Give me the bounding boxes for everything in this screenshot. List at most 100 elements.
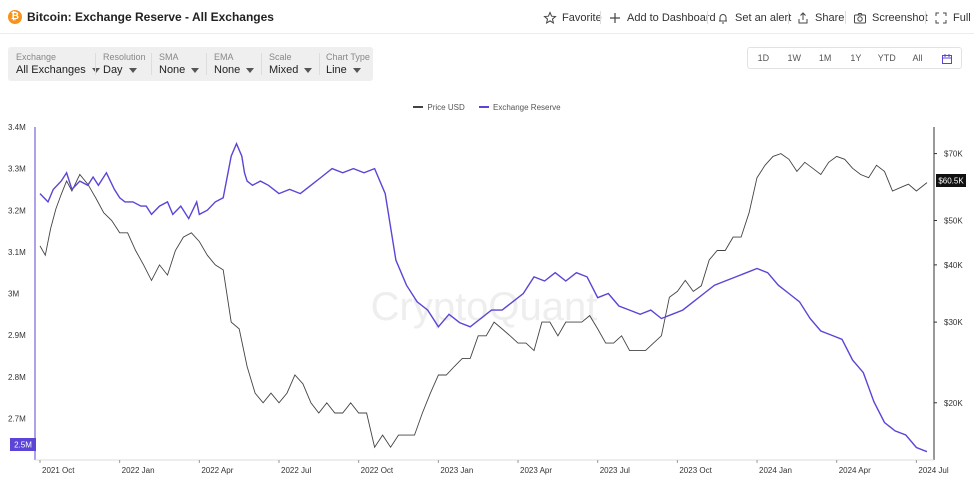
header-divider <box>845 11 846 24</box>
header-divider <box>788 11 789 24</box>
favorite-label: Favorite <box>562 12 602 24</box>
chevron-down-icon <box>246 67 255 73</box>
legend-label-reserve: Exchange Reserve <box>492 102 561 112</box>
sma-label: SMA <box>159 52 179 62</box>
legend-swatch-reserve <box>478 106 489 108</box>
right-tick-label: $30K <box>944 318 963 327</box>
range-all-button[interactable]: All <box>912 53 923 63</box>
scale-value: Mixed <box>269 64 299 76</box>
reserve-current-tag: 2.5M <box>10 438 36 451</box>
set-alert-label: Set an alert <box>735 12 792 24</box>
resolution-value: Day <box>103 64 123 76</box>
left-tick-label: 3.1M <box>8 248 26 257</box>
control-divider <box>206 53 207 75</box>
x-tick-label: 2021 Oct <box>42 466 75 475</box>
left-tick-label: 3.3M <box>8 165 26 174</box>
header-divider <box>925 11 926 24</box>
x-tick-label: 2023 Oct <box>679 466 712 475</box>
series-line-price <box>39 153 928 449</box>
x-tick-label: 2022 Apr <box>201 466 233 475</box>
range-selector: 1D 1W 1M 1Y YTD All <box>747 47 962 69</box>
camera-icon <box>854 13 866 24</box>
price-current-label: $60.5K <box>938 177 964 186</box>
left-axis-ticks: 3.4M 3.3M 3.2M 3.1M 3M 2.9M 2.8M 2.7M <box>8 123 26 423</box>
left-tick-label: 3.4M <box>8 123 26 132</box>
x-tick-label: 2023 Apr <box>520 466 552 475</box>
ema-select[interactable]: EMA None <box>214 52 255 76</box>
right-axis-ticks: $70K $50K $40K $30K $20K <box>934 150 963 408</box>
right-tick-label: $70K <box>944 150 963 159</box>
legend-swatch-price <box>413 106 424 108</box>
share-label: Share <box>815 12 845 24</box>
resolution-select[interactable]: Resolution Day <box>103 52 146 76</box>
x-axis-ticks: 2021 Oct 2022 Jan 2022 Apr 2022 Jul 2022 Oct… <box>39 460 949 475</box>
chart-title: Bitcoin: Exchange Reserve - All Exchange… <box>27 10 274 24</box>
calendar-icon <box>941 53 952 64</box>
fullscreen-icon <box>935 12 947 24</box>
control-divider <box>261 53 262 75</box>
series-line-reserve <box>39 141 928 453</box>
left-tick-label: 2.9M <box>8 331 26 340</box>
bitcoin-icon: ₿ <box>8 10 22 24</box>
legend-item-price[interactable]: Price USD <box>413 102 465 112</box>
range-1w-button[interactable]: 1W <box>787 53 801 63</box>
fullscreen-label: Full <box>953 12 971 24</box>
set-alert-button[interactable]: Set an alert <box>716 10 791 26</box>
exchange-label: Exchange <box>16 52 57 62</box>
right-tick-label: $20K <box>944 399 963 408</box>
range-1d-button[interactable]: 1D <box>757 53 770 63</box>
left-tick-label: 2.8M <box>8 373 26 382</box>
x-tick-label: 2024 Jan <box>759 466 792 475</box>
range-1m-button[interactable]: 1M <box>818 53 832 63</box>
control-divider <box>95 53 96 75</box>
resolution-label: Resolution <box>103 52 146 62</box>
x-tick-label: 2022 Oct <box>361 466 394 475</box>
chart-type-value: Line <box>326 64 347 76</box>
chart-type-select[interactable]: Chart Type Line <box>326 52 370 76</box>
x-tick-label: 2023 Jan <box>440 466 473 475</box>
chart-header: ₿ Bitcoin: Exchange Reserve - All Exchan… <box>0 0 974 34</box>
legend-item-reserve[interactable]: Exchange Reserve <box>478 102 561 112</box>
exchange-value: All Exchanges <box>16 64 86 76</box>
add-to-dashboard-button[interactable]: Add to Dashboard <box>608 10 716 26</box>
chart-legend: Price USD Exchange Reserve <box>0 101 974 112</box>
screenshot-label: Screenshot <box>872 12 928 24</box>
fullscreen-button[interactable]: Full <box>934 10 971 26</box>
star-icon <box>543 11 557 25</box>
header-divider <box>707 11 708 24</box>
watermark: CryptoQuant <box>371 285 598 329</box>
scale-select[interactable]: Scale Mixed <box>269 52 313 76</box>
left-tick-label: 2.7M <box>8 414 26 423</box>
sma-select[interactable]: SMA None <box>159 52 200 76</box>
sma-value: None <box>159 64 186 76</box>
plus-icon <box>610 13 620 23</box>
chevron-down-icon <box>191 67 200 73</box>
legend-label-price: Price USD <box>427 102 465 112</box>
ema-label: EMA <box>214 52 234 62</box>
chevron-down-icon <box>304 67 313 73</box>
right-tick-label: $50K <box>944 216 963 225</box>
share-icon <box>798 12 808 24</box>
control-divider <box>319 53 320 75</box>
range-ytd-button[interactable]: YTD <box>877 53 896 63</box>
x-tick-label: 2022 Jan <box>122 466 155 475</box>
chart-type-label: Chart Type <box>326 52 370 62</box>
chevron-down-icon <box>352 67 361 73</box>
ema-value: None <box>214 64 241 76</box>
left-tick-label: 3.2M <box>8 206 26 215</box>
range-1y-button[interactable]: 1Y <box>850 53 862 63</box>
favorite-button[interactable]: Favorite <box>543 10 602 26</box>
scale-label: Scale <box>269 52 292 62</box>
share-button[interactable]: Share <box>796 10 844 26</box>
bell-icon <box>719 14 727 24</box>
right-tick-label: $40K <box>944 261 963 270</box>
x-tick-label: 2022 Jul <box>281 466 311 475</box>
screenshot-button[interactable]: Screenshot <box>853 10 928 26</box>
x-tick-label: 2024 Apr <box>839 466 871 475</box>
calendar-button[interactable] <box>933 48 961 68</box>
x-tick-label: 2024 Jul <box>918 466 948 475</box>
left-tick-label: 3M <box>8 290 19 299</box>
reserve-current-label: 2.5M <box>14 441 32 450</box>
price-current-tag: $60.5K <box>936 174 966 187</box>
